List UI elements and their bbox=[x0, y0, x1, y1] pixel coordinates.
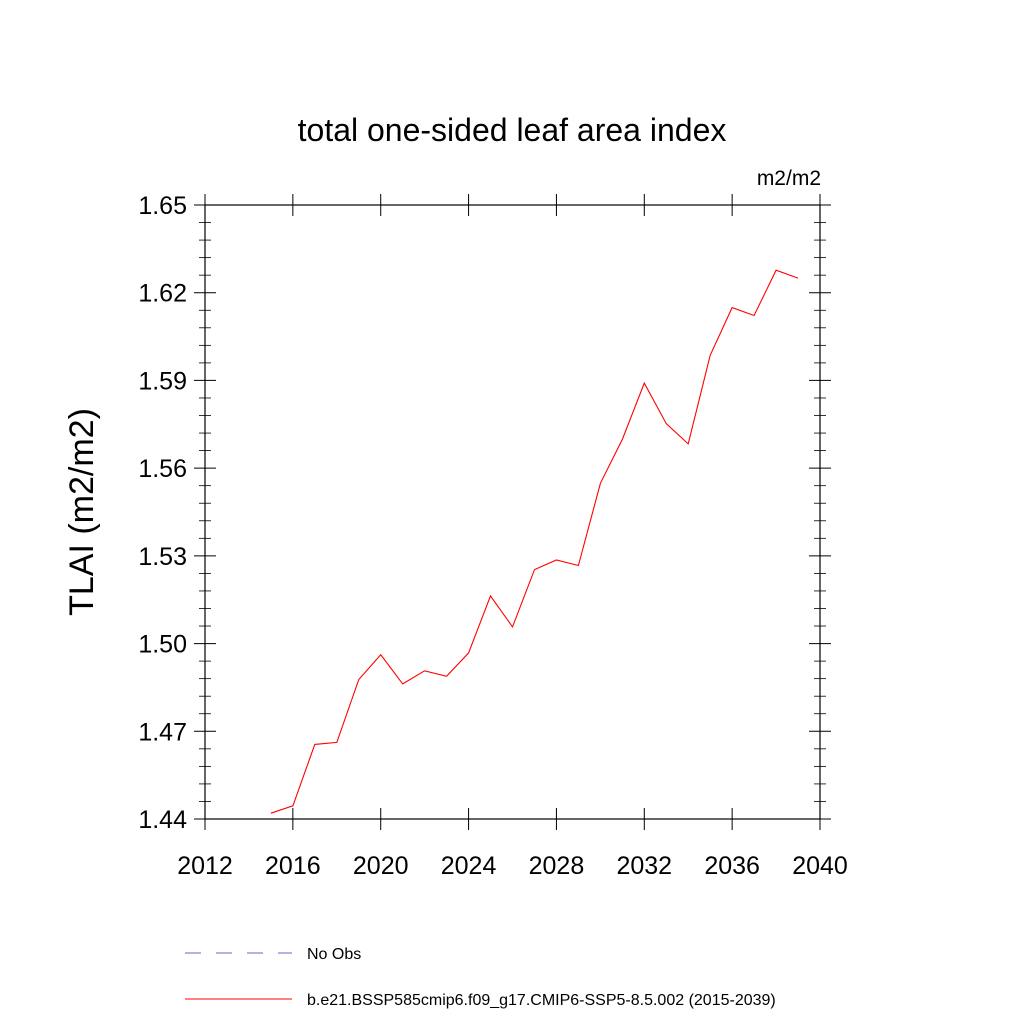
legend-label-model-run: b.e21.BSSP585cmip6.f09_g17.CMIP6-SSP5-8.… bbox=[307, 992, 776, 1009]
x-tick-label: 2024 bbox=[441, 852, 497, 880]
series-line bbox=[270, 269, 799, 814]
x-axis-ticks bbox=[204, 194, 821, 830]
x-tick-label: 2028 bbox=[529, 852, 585, 880]
y-tick-label: 1.59 bbox=[138, 367, 187, 395]
x-tick-label: 2032 bbox=[616, 852, 672, 880]
y-tick-label: 1.50 bbox=[138, 631, 187, 659]
x-tick-label: 2016 bbox=[265, 852, 321, 880]
y-tick-label: 1.47 bbox=[138, 718, 187, 746]
y-tick-label: 1.56 bbox=[138, 455, 187, 483]
chart-title: total one-sided leaf area index bbox=[298, 112, 727, 148]
legend: No Obs b.e21.BSSP585cmip6.f09_g17.CMIP6-… bbox=[185, 946, 776, 1009]
x-tick-label: 2012 bbox=[177, 852, 233, 880]
series-layer bbox=[270, 269, 799, 814]
y-tick-label: 1.62 bbox=[138, 280, 187, 308]
x-axis-tick-labels: 2012 2016 2020 2024 2028 2032 2036 2040 bbox=[177, 852, 848, 880]
units-label: m2/m2 bbox=[757, 167, 821, 190]
y-tick-label: 1.53 bbox=[138, 543, 187, 571]
y-axis-ticks bbox=[194, 204, 831, 820]
x-tick-label: 2036 bbox=[704, 852, 760, 880]
legend-label-no-obs: No Obs bbox=[307, 946, 361, 963]
y-axis-label: TLAI (m2/m2) bbox=[63, 408, 101, 616]
x-tick-label: 2040 bbox=[792, 852, 848, 880]
plot-frame bbox=[204, 204, 821, 820]
x-tick-label: 2020 bbox=[353, 852, 409, 880]
y-tick-label: 1.44 bbox=[138, 806, 187, 834]
y-tick-label: 1.65 bbox=[138, 192, 187, 220]
y-axis-tick-labels: 1.44 1.47 1.50 1.53 1.56 1.59 1.62 1.65 bbox=[138, 192, 187, 834]
